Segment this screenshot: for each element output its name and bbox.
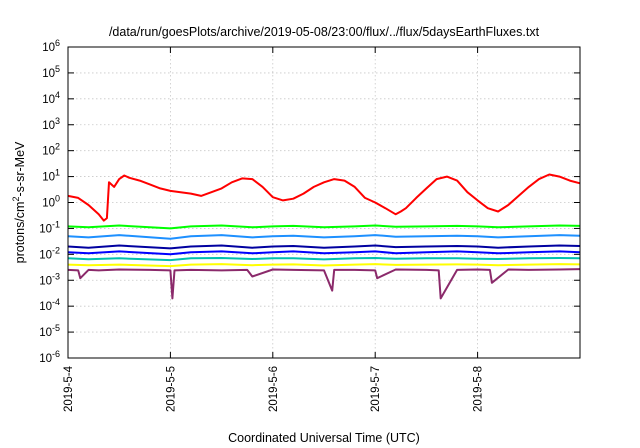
x-tick-label-3: 2019-5-7 (370, 366, 382, 412)
y-tick-label-5: 10-1 (39, 219, 60, 235)
series-line-2 (67, 257, 581, 262)
y-tick-label-4: 10-2 (39, 245, 60, 261)
series-line-4 (67, 244, 581, 250)
y-tick-label-11: 105 (42, 64, 60, 80)
series-line-6 (67, 224, 581, 230)
series-line-0 (67, 268, 581, 300)
x-tick-label-1: 2019-5-5 (165, 366, 177, 412)
y-tick-label-10: 104 (42, 90, 60, 106)
y-axis-label-base: protons/cm (13, 202, 27, 264)
y-tick-label-1: 10-5 (39, 323, 60, 339)
y-tick-label-3: 10-3 (39, 271, 60, 287)
series-line-7 (67, 173, 581, 222)
x-axis-ticks: 2019-5-4 2019-5-5 2019-5-6 2019-5-7 2019-5-8 (63, 47, 485, 412)
x-axis-label: Coordinated Universal Time (UTC) (228, 431, 420, 445)
y-tick-label-7: 101 (42, 168, 60, 184)
y-tick-label-6: 100 (42, 194, 60, 210)
chart-title: /data/run/goesPlots/archive/2019-05-08/2… (109, 25, 540, 39)
y-tick-label-2: 10-4 (39, 297, 60, 313)
y-tick-label-12: 106 (42, 38, 60, 54)
y-tick-label-8: 102 (42, 142, 60, 158)
y-axis-ticks: 10-6 10-5 10-4 10-3 10-2 10-1 100 101 102 103 104 1… (39, 38, 580, 365)
x-tick-label-2: 2019-5-6 (268, 366, 280, 412)
series-line-3 (67, 250, 581, 256)
y-axis-label-superscript: 2 (11, 197, 21, 202)
y-tick-label-0: 10-6 (39, 349, 60, 365)
x-tick-label-0: 2019-5-4 (63, 365, 75, 412)
grid (67, 46, 580, 359)
series-line-1 (67, 263, 581, 268)
y-axis-label: protons/cm2-s-sr-MeV (11, 141, 27, 263)
y-axis-label-rest: -s-sr-MeV (13, 141, 27, 197)
x-tick-label-4: 2019-5-8 (473, 366, 485, 412)
series-line-5 (67, 234, 581, 240)
y-tick-label-9: 103 (42, 116, 60, 132)
data-series (67, 173, 581, 300)
